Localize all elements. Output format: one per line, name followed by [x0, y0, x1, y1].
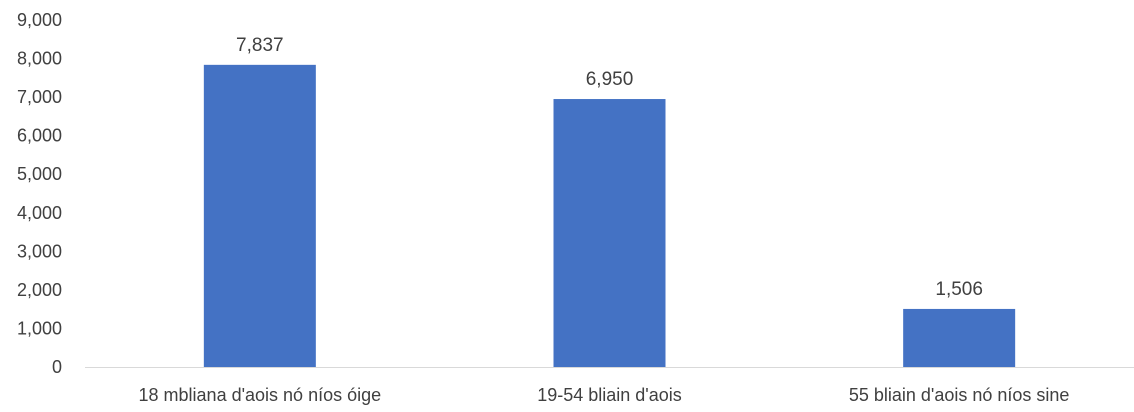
category-label: 19-54 bliain d'aois	[537, 385, 682, 405]
y-tick-label: 3,000	[17, 241, 62, 261]
data-label: 6,950	[586, 69, 634, 90]
y-tick-label: 9,000	[17, 10, 62, 30]
category-label: 55 bliain d'aois nó níos sine	[849, 385, 1070, 405]
data-label: 7,837	[236, 35, 284, 56]
y-tick-label: 5,000	[17, 164, 62, 184]
y-tick-label: 4,000	[17, 203, 62, 223]
bar	[903, 308, 1016, 367]
data-label: 1,506	[935, 279, 983, 300]
y-tick-label: 7,000	[17, 87, 62, 107]
y-tick-label: 1,000	[17, 318, 62, 338]
data-labels: 7,837 6,950 1,506	[236, 35, 983, 300]
y-tick-label: 8,000	[17, 49, 62, 69]
category-label: 18 mbliana d'aois nó níos óige	[139, 385, 382, 405]
bar	[553, 99, 666, 368]
bar	[203, 64, 316, 367]
y-axis: 0 1,000 2,000 3,000 4,000 5,000 6,000 7,000 8,00…	[17, 10, 62, 377]
x-axis: 18 mbliana d'aois nó níos óige 19-54 blia…	[139, 385, 1070, 405]
y-tick-label: 2,000	[17, 280, 62, 300]
y-tick-label: 6,000	[17, 126, 62, 146]
y-tick-label: 0	[52, 357, 62, 377]
bars	[203, 64, 1016, 368]
